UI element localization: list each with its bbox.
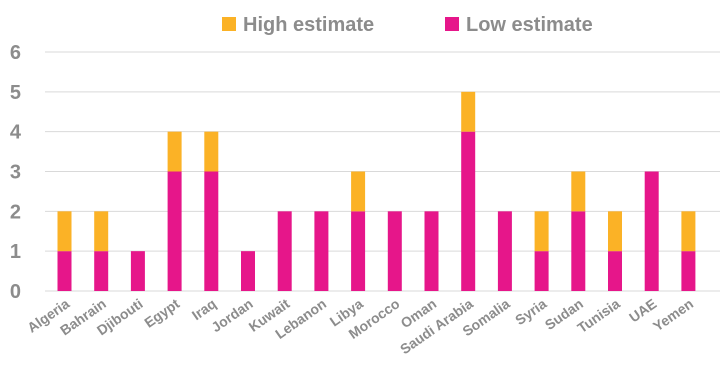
bar-high-estimate-sudan bbox=[571, 171, 586, 212]
bar-low-estimate-morocco bbox=[387, 211, 402, 291]
y-axis-ticks: 0 1 2 3 4 5 6 bbox=[10, 42, 22, 303]
bar-high-estimate-saudi-arabia bbox=[461, 91, 476, 132]
bar-high-estimate-iraq bbox=[204, 131, 219, 172]
bar-low-estimate-saudi-arabia bbox=[461, 131, 476, 291]
y-tick-label-3: 3 bbox=[10, 162, 21, 184]
x-tick-label-tunisia: Tunisia bbox=[574, 295, 623, 336]
y-tick-label-2: 2 bbox=[10, 201, 21, 223]
bar-low-estimate-somalia bbox=[497, 211, 512, 291]
bars bbox=[57, 91, 696, 291]
legend-label-high-estimate: High estimate bbox=[243, 14, 374, 36]
x-tick-label-egypt: Egypt bbox=[141, 295, 182, 331]
y-tick-label-1: 1 bbox=[10, 241, 21, 263]
legend-label-low-estimate: Low estimate bbox=[466, 14, 593, 36]
bar-low-estimate-uae bbox=[644, 171, 659, 291]
bar-low-estimate-libya bbox=[351, 211, 366, 291]
bar-low-estimate-oman bbox=[424, 211, 439, 291]
x-tick-label-yemen: Yemen bbox=[650, 295, 696, 334]
bar-low-estimate-egypt bbox=[167, 171, 182, 291]
legend: High estimate Low estimate bbox=[222, 14, 593, 36]
y-tick-label-0: 0 bbox=[10, 281, 21, 303]
bar-low-estimate-djibouti bbox=[130, 251, 145, 291]
bar-low-estimate-kuwait bbox=[277, 211, 292, 291]
y-tick-label-6: 6 bbox=[10, 42, 21, 64]
legend-swatch-low-estimate bbox=[445, 17, 459, 31]
bar-high-estimate-bahrain bbox=[94, 211, 109, 252]
bar-low-estimate-yemen bbox=[681, 251, 696, 291]
bar-low-estimate-iraq bbox=[204, 171, 219, 291]
bar-low-estimate-tunisia bbox=[608, 251, 622, 291]
bar-high-estimate-tunisia bbox=[608, 211, 622, 252]
bar-high-estimate-egypt bbox=[167, 131, 182, 172]
bar-high-estimate-libya bbox=[351, 171, 366, 212]
bar-low-estimate-syria bbox=[534, 251, 549, 291]
y-tick-label-5: 5 bbox=[10, 82, 21, 104]
y-tick-label-4: 4 bbox=[10, 122, 22, 144]
bar-low-estimate-algeria bbox=[57, 251, 72, 291]
legend-swatch-high-estimate bbox=[222, 17, 236, 31]
bar-low-estimate-jordan bbox=[241, 251, 255, 291]
bar-high-estimate-algeria bbox=[57, 211, 72, 252]
bar-low-estimate-lebanon bbox=[314, 211, 329, 291]
gridlines bbox=[45, 51, 720, 292]
x-tick-label-jordan: Jordan bbox=[208, 295, 255, 335]
bar-high-estimate-syria bbox=[534, 211, 549, 252]
bar-low-estimate-bahrain bbox=[94, 251, 109, 291]
bar-low-estimate-sudan bbox=[571, 211, 586, 291]
bar-high-estimate-yemen bbox=[681, 211, 696, 252]
